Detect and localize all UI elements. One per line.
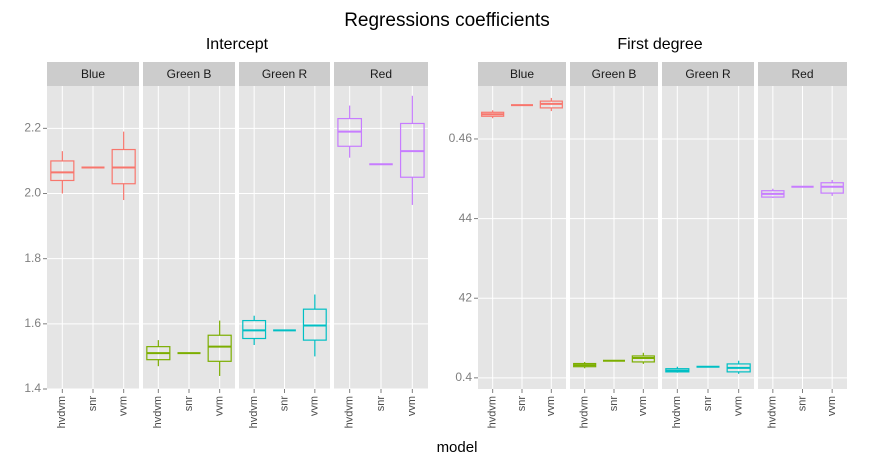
- chart-title: Regressions coefficients: [344, 10, 550, 31]
- y-tick-label: 42: [459, 290, 473, 304]
- x-tick-label: snr: [516, 396, 528, 412]
- x-tick-label: snr: [796, 396, 808, 412]
- y-tick-label: 1.6: [24, 316, 41, 330]
- facet-strip: [662, 62, 754, 86]
- x-tick-label: snr: [87, 396, 99, 412]
- x-tick-label: hvdvm: [767, 396, 779, 428]
- facet-label: Red: [370, 67, 392, 81]
- x-tick-label: snr: [608, 396, 620, 412]
- y-tick-label: 1.8: [24, 251, 41, 265]
- x-tick-label: vvm: [118, 396, 130, 416]
- facet-label: Green R: [262, 67, 308, 81]
- x-tick-label: vvm: [826, 396, 838, 416]
- box: [50, 160, 75, 182]
- x-tick-label: vvm: [545, 396, 557, 416]
- facet-label: Blue: [81, 67, 105, 81]
- x-tick-label: snr: [183, 396, 195, 412]
- facet-strip: [239, 62, 330, 86]
- facet-label: Green R: [685, 67, 731, 81]
- x-tick-label: hvdvm: [56, 396, 68, 428]
- panel-title: Intercept: [206, 36, 269, 53]
- x-tick-label: hvdvm: [344, 396, 356, 428]
- x-tick-label: snr: [375, 396, 387, 412]
- facet-strip: [47, 62, 139, 86]
- facet-strip: [334, 62, 428, 86]
- facet-label: Blue: [510, 67, 534, 81]
- x-tick-label: snr: [278, 396, 290, 412]
- y-tick-label: 1.4: [24, 381, 41, 395]
- x-tick-label: vvm: [406, 396, 418, 416]
- box: [207, 334, 232, 362]
- box: [820, 182, 844, 194]
- facet-label: Green B: [592, 67, 637, 81]
- y-tick-label: 0.4: [455, 370, 472, 384]
- y-tick-label: 2.0: [24, 186, 41, 200]
- x-tick-label: hvdvm: [579, 396, 591, 428]
- facet-strip: [478, 62, 566, 86]
- x-tick-label: vvm: [733, 396, 745, 416]
- x-tick-label: vvm: [309, 396, 321, 416]
- facet-label: Green B: [167, 67, 212, 81]
- x-tick-label: hvdvm: [671, 396, 683, 428]
- y-tick-label: 44: [459, 211, 473, 225]
- facet-strip: [758, 62, 847, 86]
- y-tick-label: 0.46: [449, 131, 473, 145]
- x-tick-label: snr: [702, 396, 714, 412]
- x-tick-label: hvdvm: [487, 396, 499, 428]
- y-tick-label: 2.2: [24, 121, 41, 135]
- x-tick-label: vvm: [637, 396, 649, 416]
- facet-strip: [143, 62, 235, 86]
- panel-title: First degree: [617, 36, 702, 53]
- x-axis-label: model: [437, 439, 478, 456]
- facet-label: Red: [791, 67, 813, 81]
- x-tick-label: hvdvm: [152, 396, 164, 428]
- x-tick-label: vvm: [214, 396, 226, 416]
- x-tick-label: hvdvm: [248, 396, 260, 428]
- facet-strip: [570, 62, 658, 86]
